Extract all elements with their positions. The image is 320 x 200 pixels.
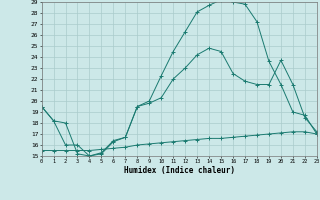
X-axis label: Humidex (Indice chaleur): Humidex (Indice chaleur) [124, 166, 235, 175]
